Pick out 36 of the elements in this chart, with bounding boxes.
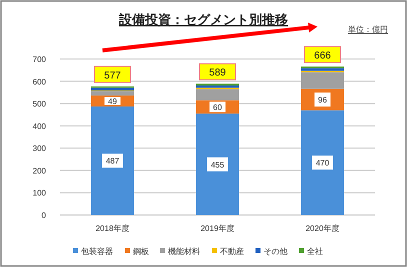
y-tick-label: 0 xyxy=(42,211,47,220)
x-tick-label: 2019年度 xyxy=(200,224,234,233)
total-label: 666 xyxy=(314,50,332,62)
total-label: 577 xyxy=(104,70,122,82)
bar xyxy=(301,72,344,89)
y-tick-label: 600 xyxy=(32,77,47,86)
bar xyxy=(196,114,239,215)
data-label: 487 xyxy=(106,156,120,166)
data-label: 470 xyxy=(316,158,330,168)
y-tick-label: 300 xyxy=(32,144,47,154)
legend-label: 鋼板 xyxy=(133,247,149,256)
bar xyxy=(91,88,134,90)
chart-title: 設備投資：セグメント別推移 xyxy=(118,12,288,27)
text: 単位：億円 xyxy=(348,25,388,34)
data-label: 96 xyxy=(318,96,328,105)
data-label: 60 xyxy=(213,102,222,112)
bar xyxy=(301,110,344,215)
bar xyxy=(91,106,134,215)
bar xyxy=(91,91,134,96)
bar xyxy=(301,68,344,71)
data-label: 455 xyxy=(210,160,225,170)
y-tick-label: 700 xyxy=(32,55,47,64)
legend-label: 機能材料 xyxy=(168,247,200,256)
x-tick-label: 2020年度 xyxy=(306,224,340,233)
legend-label: 不動産 xyxy=(220,247,244,256)
x-tick-label: 2018年度 xyxy=(96,224,130,233)
total-label: 589 xyxy=(209,68,226,79)
y-tick-label: 200 xyxy=(32,166,47,176)
data-label: 49 xyxy=(108,97,118,106)
y-tick-label: 100 xyxy=(32,188,47,198)
bar xyxy=(196,89,239,100)
y-tick-label: 400 xyxy=(32,122,47,131)
legend-label: その他 xyxy=(264,247,288,256)
legend-label: 全社 xyxy=(307,247,323,256)
legend-label: 包装容器 xyxy=(81,247,113,256)
y-tick-label: 500 xyxy=(32,100,47,109)
